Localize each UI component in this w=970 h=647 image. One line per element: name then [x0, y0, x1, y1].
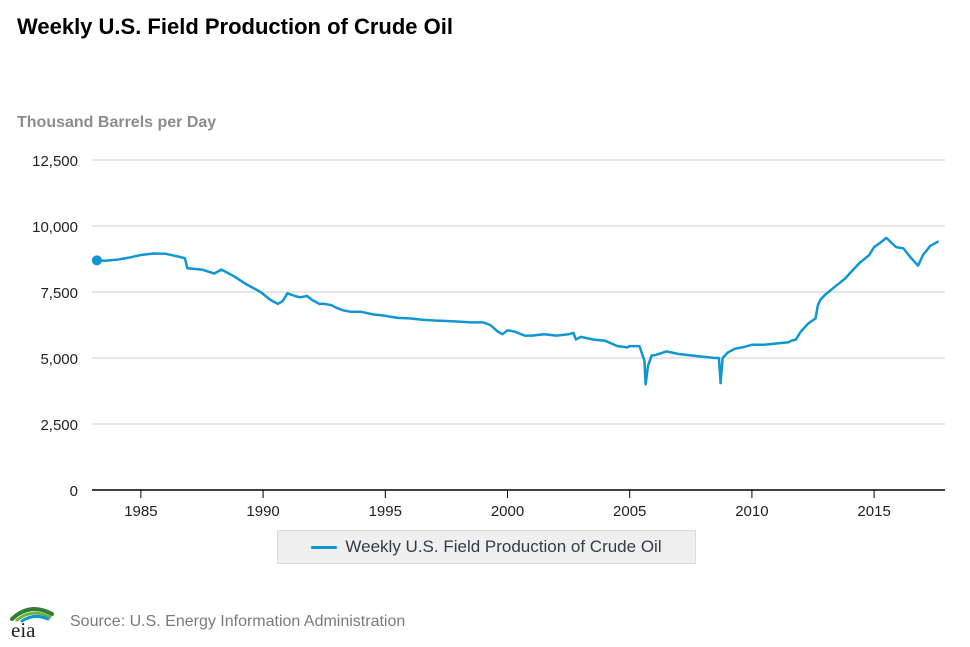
legend[interactable]: Weekly U.S. Field Production of Crude Oi…	[277, 530, 696, 564]
y-tick-label: 5,000	[40, 351, 78, 368]
footer: eia Source: U.S. Energy Information Admi…	[8, 604, 405, 640]
source-note: Source: U.S. Energy Information Administ…	[70, 613, 406, 630]
x-tick-label: 2000	[491, 503, 524, 520]
x-tick-label: 2005	[613, 503, 646, 520]
y-tick-label: 10,000	[32, 219, 78, 236]
eia-logo-icon: eia	[10, 607, 54, 640]
y-tick-label: 2,500	[40, 417, 78, 434]
series-start-point	[91, 255, 102, 266]
chart-title: Weekly U.S. Field Production of Crude Oi…	[17, 14, 453, 39]
series-layer	[91, 236, 939, 386]
x-tick-label: 2010	[735, 503, 768, 520]
y-tick-label: 7,500	[40, 285, 78, 302]
y-tick-label: 0	[70, 483, 78, 500]
gridlines	[92, 159, 945, 425]
x-tick-label: 1990	[246, 503, 279, 520]
legend-label: Weekly U.S. Field Production of Crude Oi…	[345, 537, 662, 556]
y-axis-unit-label: Thousand Barrels per Day	[17, 114, 217, 131]
axes: 0 2,500 5,000 7,500 10,000 12,500 1985 1990 1995…	[32, 153, 945, 520]
x-tick-label: 1985	[124, 503, 157, 520]
legend-swatch	[311, 545, 338, 549]
y-tick-label: 12,500	[32, 153, 78, 170]
x-tick-label: 2015	[857, 503, 890, 520]
x-tick-label: 1995	[369, 503, 402, 520]
series-line	[95, 236, 939, 386]
svg-text:eia: eia	[11, 618, 36, 640]
